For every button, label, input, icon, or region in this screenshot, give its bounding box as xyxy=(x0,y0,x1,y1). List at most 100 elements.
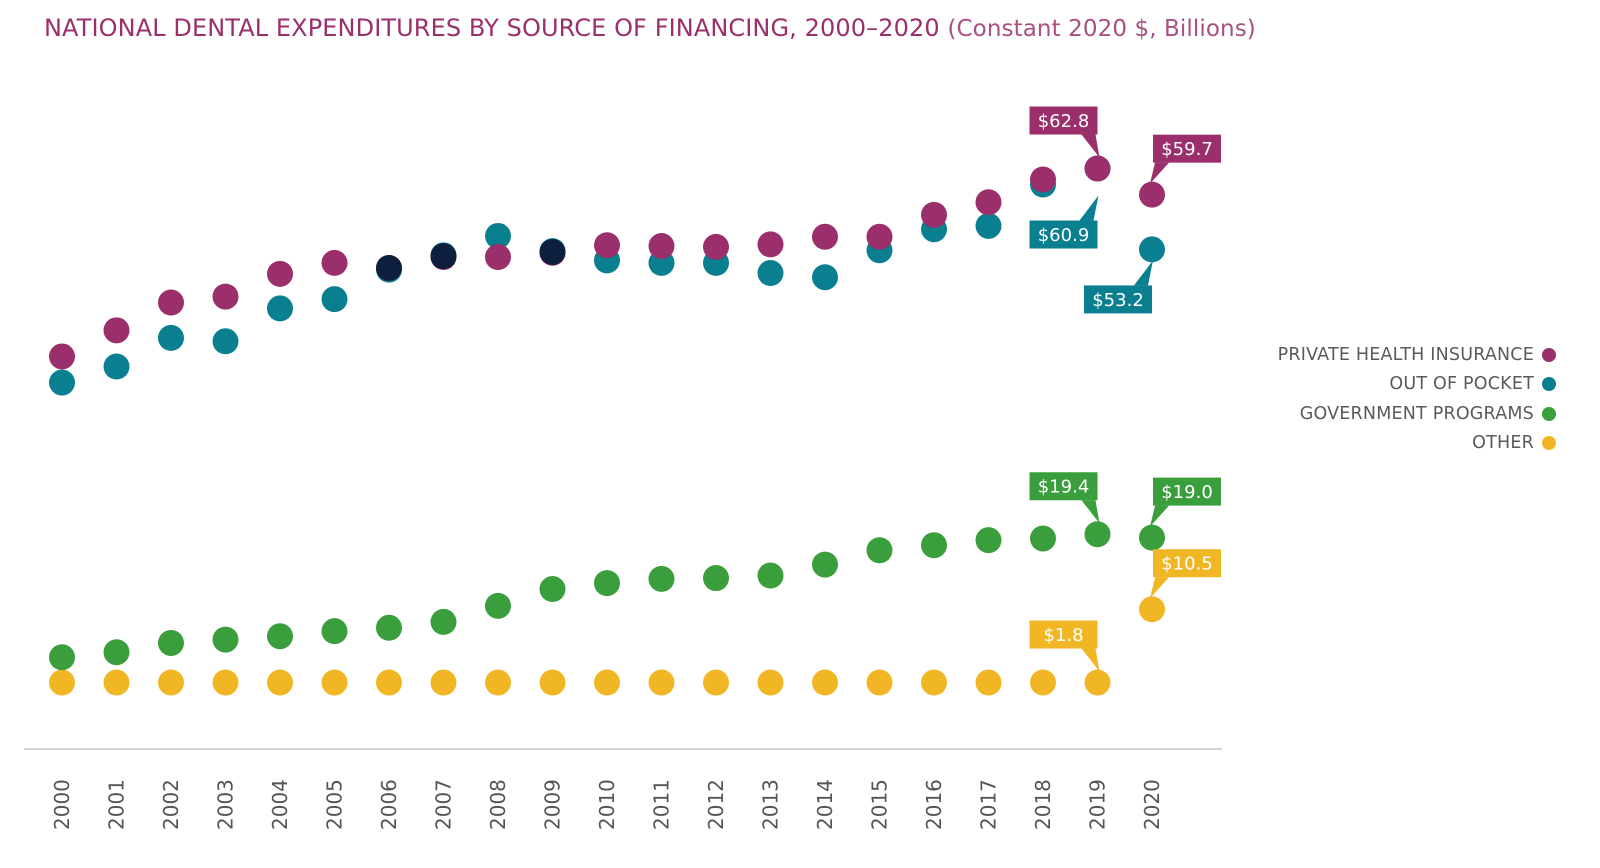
callout-private-2020: $59.7 xyxy=(1150,134,1221,184)
callout-box xyxy=(1153,134,1221,163)
callout-pocket-2020: $53.2 xyxy=(1084,260,1153,314)
data-label-private-2020: $59.7 xyxy=(1161,139,1213,160)
point-other-2002 xyxy=(158,669,184,696)
point-private-2012 xyxy=(703,233,729,260)
point-private-2017 xyxy=(975,189,1002,216)
data-label-other-2020: $10.5 xyxy=(1161,554,1213,575)
point-gov-2018 xyxy=(1030,525,1056,552)
point-pocket-2004 xyxy=(267,295,293,322)
point-private-2004 xyxy=(267,260,293,287)
point-gov-2012 xyxy=(703,565,729,592)
x-tick-label-2006: 2006 xyxy=(377,779,401,830)
point-private-2010 xyxy=(594,232,620,259)
point-gov-2010 xyxy=(594,570,620,597)
x-tick-label-2000: 2000 xyxy=(50,779,74,830)
point-other-2020 xyxy=(1139,596,1165,623)
series-other xyxy=(49,596,1165,696)
point-other-2009 xyxy=(539,669,566,696)
callout-tail xyxy=(1081,648,1100,672)
data-label-other-2019: $1.8 xyxy=(1043,625,1083,646)
point-other-2017 xyxy=(975,669,1002,696)
point-private-2008 xyxy=(485,244,511,271)
point-pocket-2013 xyxy=(757,260,784,287)
x-tick-label-2008: 2008 xyxy=(486,779,510,830)
point-other-2003 xyxy=(212,669,239,696)
callout-gov-2019: $19.4 xyxy=(1029,472,1100,524)
legend-label-other: OTHER xyxy=(1472,433,1534,454)
callout-box xyxy=(1029,106,1098,135)
callout-box xyxy=(1029,620,1098,649)
callout-tail xyxy=(1081,500,1100,524)
callout-box xyxy=(1029,220,1098,249)
point-gov-2014 xyxy=(812,551,838,578)
point-pocket-2008 xyxy=(485,222,511,249)
data-label-private-2019: $62.8 xyxy=(1038,111,1090,132)
x-tick-label-2010: 2010 xyxy=(595,779,619,830)
data-label-gov-2020: $19.0 xyxy=(1161,482,1213,503)
point-private-2003 xyxy=(212,283,239,310)
legend-dot-private xyxy=(1542,347,1556,362)
point-other-2012 xyxy=(703,669,729,696)
point-overlap-2007 xyxy=(430,243,457,270)
legend-item-private: PRIVATE HEALTH INSURANCE xyxy=(1278,340,1556,370)
point-other-2011 xyxy=(648,669,675,696)
point-gov-2000 xyxy=(49,644,75,671)
x-tick-label-2018: 2018 xyxy=(1031,779,1055,830)
point-private-2018 xyxy=(1030,166,1056,193)
data-label-pocket-2020: $53.2 xyxy=(1092,290,1144,311)
x-tick-label-2007: 2007 xyxy=(432,779,456,830)
point-pocket-2020 xyxy=(1139,236,1165,263)
x-tick-label-2016: 2016 xyxy=(922,779,946,830)
point-other-2019 xyxy=(1084,669,1111,696)
callout-other-2019: $1.8 xyxy=(1029,620,1100,672)
point-private-2013 xyxy=(757,231,784,258)
callout-other-2020: $10.5 xyxy=(1150,549,1221,599)
callout-box xyxy=(1153,477,1221,506)
x-tick-label-2001: 2001 xyxy=(105,779,129,830)
point-other-2010 xyxy=(594,669,620,696)
point-gov-2013 xyxy=(757,562,784,589)
point-private-2016 xyxy=(921,201,947,228)
x-tick-label-2005: 2005 xyxy=(323,779,347,830)
x-tick-label-2011: 2011 xyxy=(650,779,674,830)
callout-tail xyxy=(1079,195,1099,221)
point-pocket-2014 xyxy=(812,264,838,291)
point-pocket-2003 xyxy=(212,328,239,355)
point-gov-2002 xyxy=(158,629,184,656)
point-private-2015 xyxy=(866,223,893,250)
x-tick-label-2003: 2003 xyxy=(214,779,238,830)
legend-item-other: OTHER xyxy=(1278,429,1556,459)
callout-box xyxy=(1153,549,1221,578)
point-other-2004 xyxy=(267,669,293,696)
point-gov-2008 xyxy=(485,592,511,619)
callout-tail xyxy=(1134,260,1153,286)
point-other-2018 xyxy=(1030,669,1056,696)
point-gov-2016 xyxy=(921,532,947,559)
point-gov-2020 xyxy=(1139,524,1165,551)
legend-dot-out-of-pocket xyxy=(1542,377,1556,392)
point-other-2016 xyxy=(921,669,947,696)
point-private-2019 xyxy=(1084,155,1111,182)
callout-gov-2020: $19.0 xyxy=(1150,477,1221,527)
chart-subtitle: (Constant 2020 $, Billions) xyxy=(947,16,1256,42)
point-other-2013 xyxy=(757,669,784,696)
point-other-2005 xyxy=(321,669,348,696)
point-pocket-2002 xyxy=(158,324,184,351)
point-gov-2001 xyxy=(103,639,130,666)
point-gov-2017 xyxy=(975,527,1002,554)
point-gov-2015 xyxy=(866,537,893,564)
point-private-2001 xyxy=(103,317,130,344)
x-tick-label-2004: 2004 xyxy=(268,779,292,830)
legend-label-out-of-pocket: OUT OF POCKET xyxy=(1389,374,1534,395)
point-private-2005 xyxy=(321,249,348,276)
legend-dot-government-programs xyxy=(1542,406,1556,421)
legend-dot-other xyxy=(1542,436,1556,451)
point-pocket-2005 xyxy=(321,286,348,313)
point-overlap-2009 xyxy=(539,238,566,265)
callout-tail xyxy=(1150,162,1169,184)
point-overlap-2006 xyxy=(376,254,402,281)
legend-item-out-of-pocket: OUT OF POCKET xyxy=(1278,370,1556,400)
legend-item-government-programs: GOVERNMENT PROGRAMS xyxy=(1278,399,1556,429)
series-pocket xyxy=(49,155,1165,396)
